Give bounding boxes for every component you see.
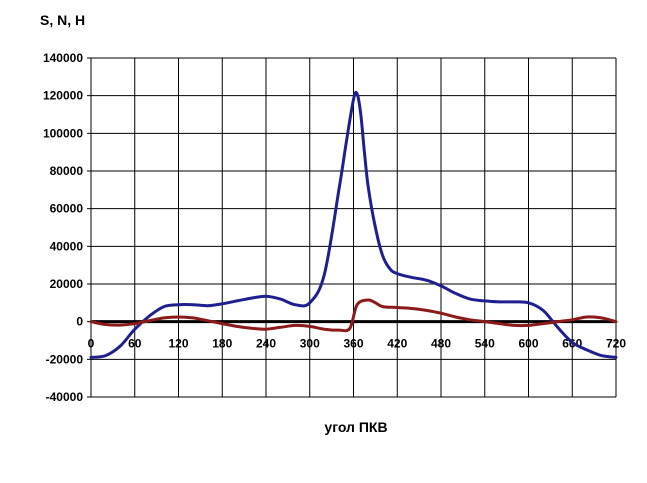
x-tick-label: 720: [606, 337, 626, 351]
series-line-2: [89, 298, 618, 333]
y-tick-label: -20000: [46, 352, 84, 366]
y-tick-label: 20000: [50, 277, 84, 291]
y-tick-label: 40000: [50, 239, 84, 253]
x-tick-labels: 0 60 120 180 240 300 360 420 480 540 600 660 720: [88, 337, 627, 351]
x-tick-label: 300: [300, 337, 320, 351]
y-tick-label: 0: [76, 315, 83, 329]
x-tick-label: 240: [256, 337, 276, 351]
x-axis-title: угол ПКВ: [324, 419, 387, 435]
y-tick-label: 100000: [43, 126, 83, 140]
y-tick-labels: 140000 120000 100000 80000 60000 40000 20000 0 -…: [43, 51, 83, 404]
x-tick-label: 600: [518, 337, 538, 351]
x-tick-label: 180: [212, 337, 232, 351]
y-tick-label: 120000: [43, 89, 83, 103]
x-tick-label: 420: [387, 337, 407, 351]
x-tick-label: 360: [343, 337, 363, 351]
y-tick-label: 60000: [50, 202, 84, 216]
y-tick-label: 140000: [43, 51, 83, 65]
x-tick-label: 0: [88, 337, 95, 351]
x-tick-label: 480: [431, 337, 451, 351]
x-tick-label: 60: [128, 337, 142, 351]
series-line-1: [89, 90, 618, 359]
x-tick-label: 120: [168, 337, 188, 351]
y-tick-label: -40000: [46, 390, 84, 404]
y-axis-title: S, N, H: [40, 12, 85, 28]
y-tick-label: 80000: [50, 164, 84, 178]
series-layer: [89, 90, 618, 359]
x-tick-label: 540: [475, 337, 495, 351]
